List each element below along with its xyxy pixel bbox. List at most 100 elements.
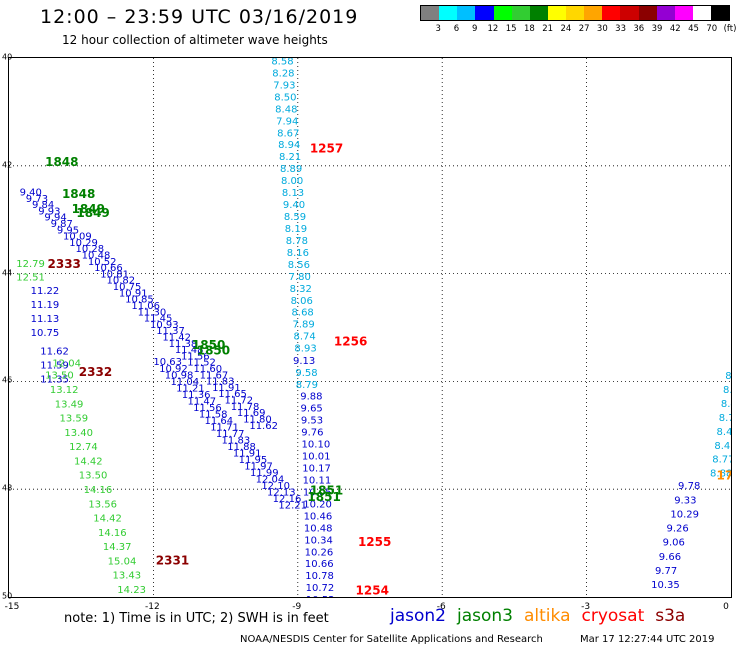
color-swatch xyxy=(529,6,548,20)
scale-unit: (ft) xyxy=(723,24,737,34)
wave-height-label: 11.72 xyxy=(224,396,253,407)
wave-height-label: 10.91 xyxy=(119,288,148,299)
wave-height-label: 14.37 xyxy=(103,542,132,553)
wave-height-label: 9.33 xyxy=(674,495,696,506)
wave-height-label: 10.78 xyxy=(305,571,334,582)
color-swatch xyxy=(620,6,639,20)
wave-height-label: 14.23 xyxy=(117,585,146,596)
wave-height-label: 8.32 xyxy=(290,284,312,295)
credit-text: NOAA/NESDIS Center for Satellite Applica… xyxy=(240,634,543,645)
wave-height-label: 11.97 xyxy=(244,462,273,473)
wave-height-label: 11.65 xyxy=(218,389,247,400)
wave-height-label: 8.45 xyxy=(714,441,731,452)
wave-height-label: 11.64 xyxy=(205,416,234,427)
wave-height-label: 9.65 xyxy=(301,404,323,415)
pass-time-label: 2331 xyxy=(156,554,189,568)
wave-height-label: 8.50 xyxy=(274,92,296,103)
wave-height-label: 11.37 xyxy=(156,326,185,337)
wave-height-label: 8.16 xyxy=(287,248,309,259)
scale-label: 42 xyxy=(669,24,681,34)
wave-height-label: 8.79 xyxy=(296,380,318,391)
scale-label: 21 xyxy=(542,24,554,34)
pass-time-label: 1851 xyxy=(310,484,343,498)
scale-label: 6 xyxy=(453,24,460,34)
wave-height-label: 9.76 xyxy=(301,428,323,439)
color-swatch xyxy=(602,6,621,20)
color-swatch xyxy=(566,6,585,20)
wave-height-label: 14.16 xyxy=(84,485,113,496)
wave-height-label: 8.74 xyxy=(293,332,315,343)
wave-height-label: 9.26 xyxy=(667,524,689,535)
pass-time-label: 172 xyxy=(717,468,731,482)
y-tick-label: 48 xyxy=(2,483,13,493)
wave-height-label: 8.89 xyxy=(280,164,302,175)
wave-height-label: 8.21 xyxy=(279,152,301,163)
pass-time-label: 1256 xyxy=(334,334,367,348)
color-swatch xyxy=(457,6,476,20)
color-swatch xyxy=(511,6,530,20)
scale-label: 39 xyxy=(651,24,663,34)
y-tick-label: 50 xyxy=(2,591,13,601)
y-tick-label: 44 xyxy=(2,268,13,278)
scale-label: 45 xyxy=(688,24,699,34)
wave-height-label: 10.01 xyxy=(302,452,331,463)
wave-height-label: 7.80 xyxy=(289,272,311,283)
scale-label: 27 xyxy=(578,24,590,34)
wave-height-label: 11.04 xyxy=(170,377,199,388)
wave-height-label: 10.46 xyxy=(304,511,333,522)
wave-height-label: 8.77 xyxy=(712,455,731,466)
wave-height-label: 10.29 xyxy=(670,509,699,520)
page-title: 12:00 – 23:59 UTC 03/16/2019 xyxy=(40,6,359,28)
wave-height-label: 10.26 xyxy=(305,547,334,558)
wave-height-label: 11.60 xyxy=(193,364,222,375)
wave-height-label: 11.80 xyxy=(243,414,272,425)
wave-height-label: 10.85 xyxy=(125,295,154,306)
wave-height-label: 10.52 xyxy=(88,257,117,268)
wave-height-label: 11.45 xyxy=(144,314,173,325)
wave-height-label: 11.62 xyxy=(249,421,278,432)
wave-height-label: 9.13 xyxy=(293,356,315,367)
wave-height-label: 15.04 xyxy=(108,556,137,567)
scale-label: 36 xyxy=(633,24,645,34)
scale-label: 3 xyxy=(435,24,441,34)
wave-height-label: 12.04 xyxy=(256,475,285,486)
scale-label: 33 xyxy=(615,24,626,34)
wave-height-label: 11.67 xyxy=(200,370,229,381)
wave-height-label: 12.21 xyxy=(278,501,307,512)
wave-height-label: 11.59 xyxy=(40,360,69,371)
y-tick-label: 42 xyxy=(2,160,13,170)
color-swatch xyxy=(493,6,512,20)
wave-height-label: 10.17 xyxy=(302,464,331,475)
wave-height-label: 11.99 xyxy=(250,468,279,479)
pass-time-label: 2333 xyxy=(48,257,81,271)
wave-height-label: 10.72 xyxy=(306,583,335,594)
scale-label: 24 xyxy=(560,24,572,34)
wave-height-label: 11.36 xyxy=(182,390,211,401)
wave-height-label: 9.95 xyxy=(57,225,79,236)
map-plot: 8.58 8.28 7.93 8.50 8.48 7.94 8.67 8.94 8.21 8.89… xyxy=(8,56,740,618)
pass-time-label: 1849 xyxy=(76,206,109,220)
pass-time-label: 1848 xyxy=(62,187,95,201)
wave-height-label: 11.56 xyxy=(193,403,222,414)
wave-height-label: 11.47 xyxy=(187,396,216,407)
wave-height-label: 10.98 xyxy=(165,370,194,381)
color-swatch xyxy=(421,6,440,20)
wave-height-label: 9.88 xyxy=(300,392,322,403)
footer-note: note: 1) Time is in UTC; 2) SWH is in fe… xyxy=(64,611,329,626)
wave-height-label: 12.51 xyxy=(16,273,45,284)
color-scale-labels: 3 6 9 12 15 18 21 24 27 30 33 36 39 42 45 70 (ft) xyxy=(420,21,737,35)
legend-item-altika: altika xyxy=(524,606,571,626)
wave-height-label: 9.84 xyxy=(32,200,54,211)
timestamp-text: Mar 17 12:27:44 UTC 2019 xyxy=(580,634,715,645)
wave-height-label: 10.20 xyxy=(303,499,332,510)
wave-height-label: 8.78 xyxy=(286,236,308,247)
pass-time-label: 1848 xyxy=(45,155,78,169)
wave-height-label: 10.28 xyxy=(75,244,104,255)
wave-height-label: 9.94 xyxy=(44,213,66,224)
wave-height-label: 11.42 xyxy=(162,332,191,343)
wave-height-label: 14.42 xyxy=(74,456,103,467)
wave-height-label: 9.06 xyxy=(663,538,685,549)
wave-height-label: 11.19 xyxy=(31,300,60,311)
color-scale: 3 6 9 12 15 18 21 24 27 30 33 36 39 42 45 70 (ft) xyxy=(420,5,737,39)
wave-height-label: 9.93 xyxy=(38,206,60,217)
